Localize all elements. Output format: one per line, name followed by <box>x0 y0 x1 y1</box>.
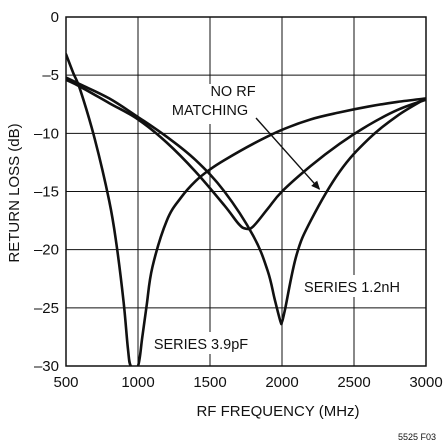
annotation-series-3-9pf-label: SERIES 3.9pF <box>154 337 248 353</box>
y-tick-label: 0 <box>51 9 59 26</box>
y-tick-label: –20 <box>34 242 59 259</box>
series-line-series-1-2nh <box>66 76 426 326</box>
series-line-series-3-9pf <box>66 52 426 366</box>
x-tick-label: 2000 <box>265 374 298 391</box>
x-tick-label: 500 <box>53 374 78 391</box>
grid-lines <box>65 16 427 367</box>
x-tick-label: 1500 <box>193 374 226 391</box>
y-tick-label: –15 <box>34 184 59 201</box>
annotation-series-1-2nh-label: SERIES 1.2nH <box>304 280 400 296</box>
annotation-no-rf-line-2: MATCHING <box>172 103 248 119</box>
x-tick-label: 2500 <box>337 374 370 391</box>
x-axis-title: RF FREQUENCY (MHz) <box>196 403 359 420</box>
plot-frame <box>65 16 427 367</box>
annotation-no-rf-matching: NO RF MATCHING <box>172 84 321 190</box>
x-tick-labels: 500 1000 1500 2000 2500 3000 <box>53 374 442 391</box>
annotation-series-1-2nh: SERIES 1.2nH <box>294 275 412 297</box>
y-tick-label: –30 <box>34 358 59 375</box>
y-tick-label: –25 <box>34 300 59 317</box>
x-tick-label: 1000 <box>121 374 154 391</box>
y-tick-label: –5 <box>42 67 59 84</box>
x-tick-label: 3000 <box>409 374 442 391</box>
y-tick-labels: 0 –5 –10 –15 –20 –25 –30 <box>34 9 59 375</box>
annotation-series-3-9pf: SERIES 3.9pF <box>145 332 257 354</box>
annotation-no-rf-line-1: NO RF <box>210 84 255 100</box>
figure-id: 5525 F03 <box>398 432 436 442</box>
y-tick-label: –10 <box>34 125 59 142</box>
annotation-arrow <box>255 117 321 190</box>
series-line-no-rf-matching <box>66 78 426 231</box>
data-series <box>66 52 426 366</box>
y-axis-title: RETURN LOSS (dB) <box>6 123 23 262</box>
